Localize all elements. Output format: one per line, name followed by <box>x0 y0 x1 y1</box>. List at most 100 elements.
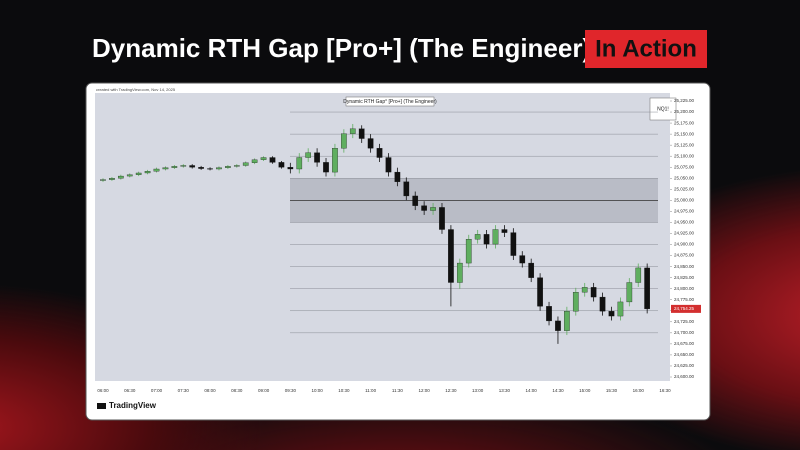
candle-body <box>528 262 535 278</box>
caption: created with TradingView.com, Nov 14, 20… <box>96 87 176 92</box>
candle-body <box>341 133 347 149</box>
candle-body <box>394 171 401 182</box>
candle-body <box>546 306 552 322</box>
candle-body <box>403 181 410 197</box>
y-tick-label: 25,025.00 <box>674 187 695 192</box>
candle-body <box>349 128 356 134</box>
x-tick-label: 08:30 <box>231 388 243 393</box>
x-tick-label: 10:00 <box>311 388 323 393</box>
x-tick-label: 11:30 <box>392 388 403 393</box>
indicator-box <box>345 96 435 107</box>
y-tick-label: 24,725.00 <box>674 319 695 324</box>
y-tick-label: 25,050.00 <box>674 175 695 180</box>
y-tick-label: 25,125.00 <box>674 142 695 147</box>
candle-body <box>572 292 579 312</box>
symbol: NQ1! <box>657 106 669 112</box>
y-tick-label: 24,775.00 <box>674 297 695 302</box>
x-tick-label: 06:00 <box>97 388 109 393</box>
candle-body <box>171 166 178 168</box>
y-tick-label: 24,625.00 <box>674 363 695 368</box>
y-tick-label: 24,675.00 <box>674 341 695 346</box>
x-tick-label: 15:00 <box>579 388 591 393</box>
candle-body <box>617 301 624 317</box>
y-tick-label: 25,150.00 <box>674 131 695 136</box>
candle-body <box>492 229 499 245</box>
x-tick-label: 13:30 <box>499 388 511 393</box>
candle-body <box>269 157 276 163</box>
candle-body <box>501 229 508 233</box>
candle-body <box>465 239 472 264</box>
y-tick-label: 24,950.00 <box>674 220 695 225</box>
x-tick-label: 09:30 <box>285 388 297 393</box>
y-tick-label: 24,875.00 <box>674 253 695 258</box>
y-tick-label: 25,175.00 <box>674 120 695 125</box>
candle-body <box>287 167 294 170</box>
candle-body <box>314 152 320 163</box>
candle-body <box>564 311 570 331</box>
x-tick-label: 12:30 <box>445 388 457 393</box>
candle-body <box>448 229 454 283</box>
candle-body <box>358 128 365 139</box>
x-tick-label: 06:30 <box>124 388 136 393</box>
y-tick-label: 25,000.00 <box>674 198 695 203</box>
candle-body <box>483 234 490 245</box>
candle-body <box>635 267 642 283</box>
x-tick-label: 08:00 <box>204 388 216 393</box>
x-tick-label: 14:00 <box>526 388 538 393</box>
x-tick-label: 13:00 <box>472 388 484 393</box>
candle-body <box>510 232 517 256</box>
y-tick-label: 25,200.00 <box>674 109 695 114</box>
candle-body <box>439 207 445 230</box>
candle-body <box>153 168 160 172</box>
plot-bg <box>95 93 670 381</box>
x-tick-label: 11:00 <box>365 388 376 393</box>
candle-body <box>412 195 419 206</box>
candle-body <box>376 148 383 158</box>
last-price-label: 24,754.25 <box>674 306 695 311</box>
candle-body <box>590 287 597 298</box>
candle-body <box>305 152 312 158</box>
candle-body <box>135 172 142 175</box>
candle-body <box>278 162 285 168</box>
candle-body <box>456 262 463 283</box>
y-tick-label: 25,100.00 <box>674 153 695 158</box>
candle-body <box>233 165 240 167</box>
candle-body <box>430 207 436 211</box>
x-tick-label: 16:00 <box>633 388 645 393</box>
candle-body <box>189 165 196 168</box>
y-tick-label: 24,900.00 <box>674 242 695 247</box>
candle-body <box>367 138 374 149</box>
candle-body <box>644 267 650 310</box>
candle-body <box>162 167 169 170</box>
header-title: Dynamic RTH Gap [Pro+] (The Engineer) <box>92 33 591 63</box>
candle-body <box>198 167 204 169</box>
candle-body <box>385 157 392 173</box>
candle-body <box>242 162 249 166</box>
y-tick-label: 24,700.00 <box>674 330 695 335</box>
candle-body <box>626 282 633 303</box>
x-tick-label: 15:30 <box>606 388 618 393</box>
candle-body <box>126 174 133 177</box>
candle-body <box>608 311 615 317</box>
x-tick-label: 07:30 <box>178 388 190 393</box>
brand: TradingView <box>109 401 157 410</box>
candle-body <box>118 175 124 179</box>
candle-body <box>207 168 213 170</box>
x-tick-label: 09:00 <box>258 388 270 393</box>
y-tick-label: 24,600.00 <box>674 374 695 379</box>
candle-body <box>251 159 258 163</box>
y-tick-label: 25,225.00 <box>674 98 695 103</box>
candle-body <box>332 148 338 173</box>
badge: In Action <box>595 35 697 62</box>
y-tick-label: 24,650.00 <box>674 352 695 357</box>
candle-body <box>474 234 481 240</box>
candle-body <box>225 166 231 168</box>
x-tick-label: 10:30 <box>338 388 350 393</box>
last-price-box <box>671 304 701 313</box>
candle-body <box>537 277 543 307</box>
candle-body <box>144 171 151 174</box>
y-tick-label: 24,925.00 <box>674 231 695 236</box>
x-tick-label: 16:30 <box>659 388 671 393</box>
y-tick-label: 24,975.00 <box>674 209 695 214</box>
